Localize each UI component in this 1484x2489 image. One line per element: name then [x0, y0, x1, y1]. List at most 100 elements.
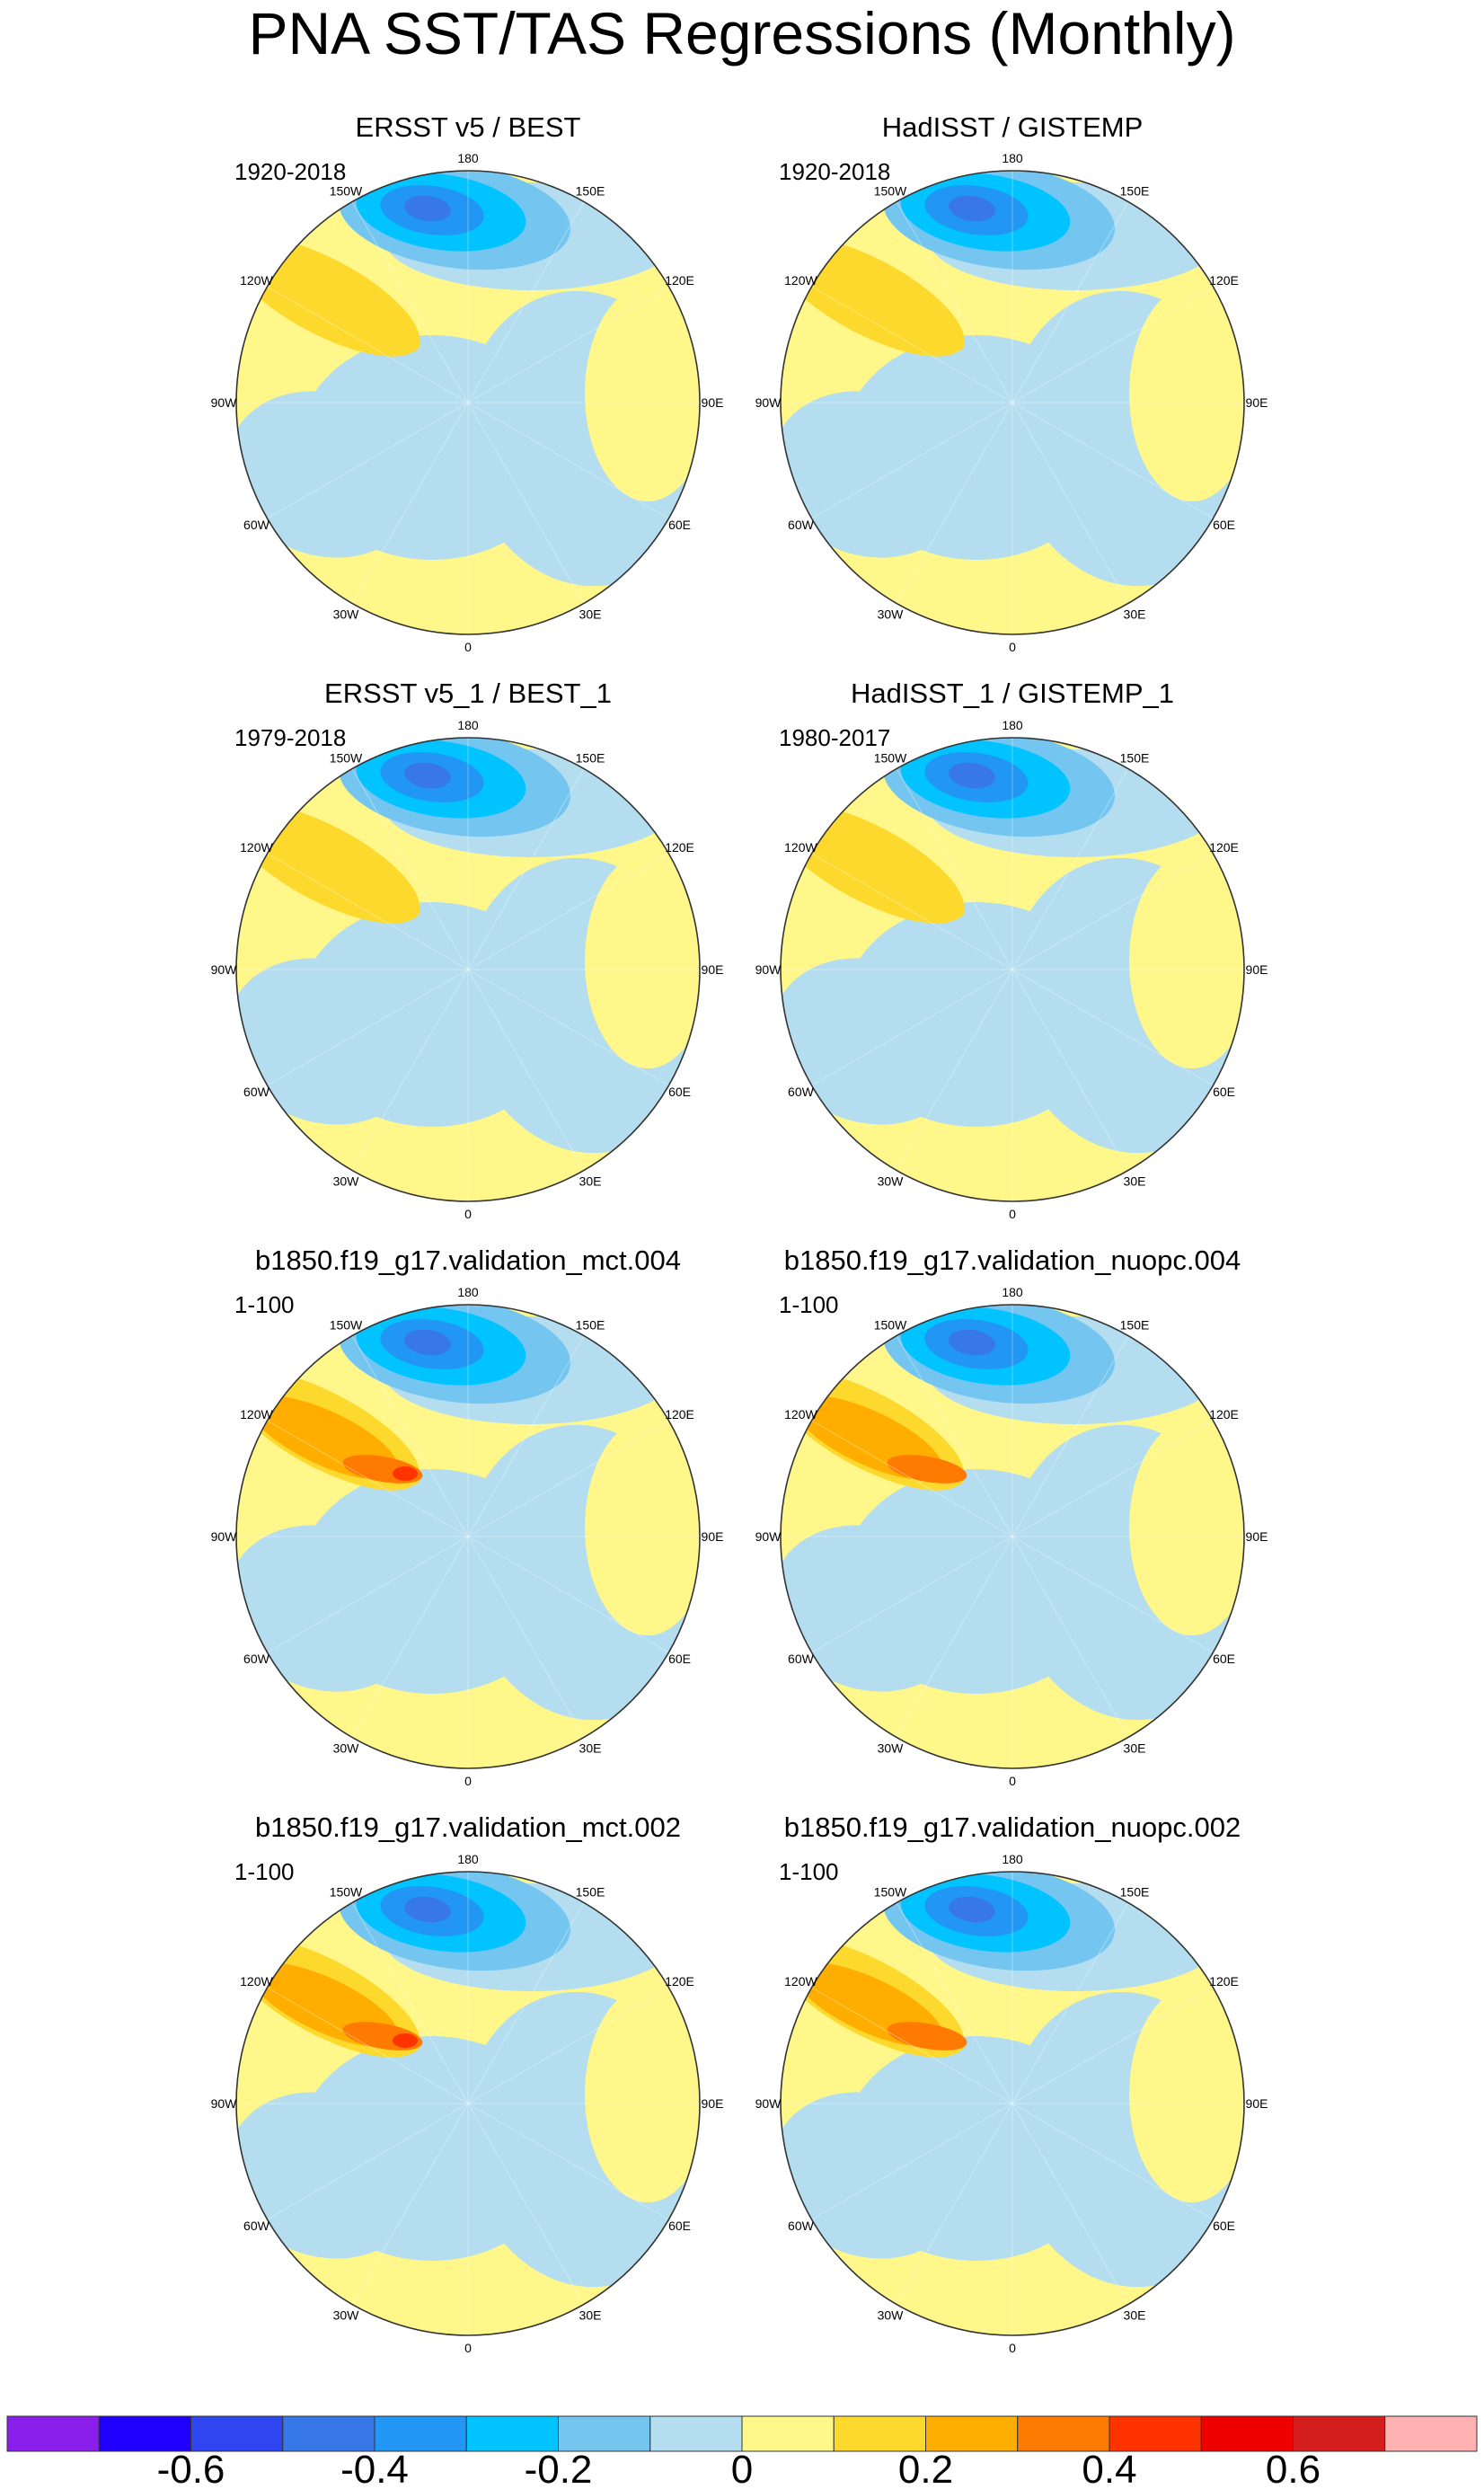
longitude-label: 90E — [702, 1529, 724, 1544]
map-panel: HadISST / GISTEMP 1920-2018 180 150E 120E 90E… — [755, 111, 1268, 654]
longitude-label: 60E — [668, 1652, 691, 1666]
map-boundary — [235, 737, 701, 1202]
colorbar-swatch — [374, 2415, 467, 2452]
colorbar-swatch — [925, 2415, 1019, 2452]
panel-title: b1850.f19_g17.validation_mct.004 — [255, 1244, 681, 1276]
longitude-label: 150E — [1120, 1884, 1150, 1899]
map-boundary — [235, 1304, 701, 1769]
longitude-label: 180 — [1002, 151, 1023, 165]
panel-period: 1-100 — [779, 1858, 839, 1885]
panel-title: ERSST v5 / BEST — [356, 111, 581, 143]
longitude-label: 150W — [874, 750, 907, 765]
contour-field — [781, 1305, 1244, 1768]
colorbar-swatch — [833, 2415, 926, 2452]
longitude-label: 0 — [464, 1774, 472, 1788]
panel-title: ERSST v5_1 / BEST_1 — [324, 678, 612, 709]
longitude-label: 60E — [1213, 2219, 1235, 2233]
graticule — [236, 1872, 700, 2335]
map-boundary — [780, 1304, 1245, 1769]
longitude-label: 90E — [702, 2096, 724, 2111]
longitude-label: 90W — [211, 962, 238, 977]
colorbar-swatch — [1384, 2415, 1478, 2452]
longitude-label: 150E — [1120, 1317, 1150, 1332]
longitude-label: 60E — [1213, 1652, 1235, 1666]
longitude-label: 30W — [333, 1741, 360, 1756]
longitude-label: 120W — [240, 273, 273, 288]
longitude-label: 120W — [784, 1974, 817, 1989]
graticule — [781, 738, 1244, 1201]
longitude-label: 60E — [668, 2219, 691, 2233]
longitude-label: 60W — [243, 1652, 270, 1666]
map-panel: HadISST_1 / GISTEMP_1 1980-2017 180 150E 120… — [755, 678, 1268, 1221]
longitude-labels: 180 150E 120E 90E 60E 30E 0 30W 60W 90W 120W 150W — [211, 1852, 724, 2355]
contour-field — [781, 1872, 1244, 2335]
contour-field — [236, 738, 700, 1201]
panel-title: HadISST_1 / GISTEMP_1 — [851, 678, 1174, 709]
panel-period: 1980-2017 — [779, 724, 890, 751]
longitude-label: 90W — [211, 395, 238, 410]
longitude-label: 0 — [1009, 640, 1016, 654]
colorbar-swatch — [741, 2415, 835, 2452]
contour-field — [781, 171, 1244, 634]
contour-field — [236, 1305, 700, 1768]
longitude-labels: 180 150E 120E 90E 60E 30E 0 30W 60W 90W 120W 150W — [211, 151, 724, 654]
contour-field — [236, 171, 700, 634]
longitude-label: 90E — [1246, 2096, 1268, 2111]
longitude-label: 150W — [874, 1317, 907, 1332]
longitude-label: 30E — [1124, 2308, 1146, 2323]
colorbar-swatch — [1293, 2415, 1386, 2452]
longitude-label: 30W — [333, 2308, 360, 2323]
colorbar-swatch — [1200, 2415, 1294, 2452]
longitude-label: 90W — [755, 962, 782, 977]
longitude-label: 90E — [1246, 395, 1268, 410]
map-boundary — [235, 1871, 701, 2336]
map-boundary — [780, 1871, 1245, 2336]
longitude-label: 120W — [784, 1407, 817, 1422]
longitude-label: 90W — [211, 2096, 238, 2111]
longitude-label: 60W — [243, 518, 270, 532]
longitude-labels: 180 150E 120E 90E 60E 30E 0 30W 60W 90W 120W 150W — [211, 1285, 724, 1788]
longitude-label: 150E — [1120, 183, 1150, 198]
map-boundary — [780, 737, 1245, 1202]
map-boundary — [780, 170, 1245, 635]
colorbar-swatch — [1109, 2415, 1202, 2452]
panel-title: b1850.f19_g17.validation_nuopc.002 — [784, 1811, 1241, 1843]
colorbar-tick-label: 0.6 — [1266, 2448, 1321, 2489]
colorbar-swatch — [649, 2415, 743, 2452]
longitude-label: 150W — [874, 1884, 907, 1899]
graticule — [781, 171, 1244, 634]
map-panel: ERSST v5_1 / BEST_1 1979-2018 180 150E 120E 9… — [211, 678, 724, 1221]
colorbar-tick-label: 0.4 — [1082, 2448, 1136, 2489]
graticule — [236, 1305, 700, 1768]
colorbar-tick-label: 0 — [731, 2448, 753, 2489]
longitude-label: 30E — [579, 1174, 602, 1189]
longitude-label: 180 — [457, 1852, 479, 1866]
colorbar-tick-label: -0.2 — [525, 2448, 593, 2489]
panel-period: 1979-2018 — [234, 724, 346, 751]
longitude-label: 30E — [1124, 1174, 1146, 1189]
longitude-label: 60E — [668, 1085, 691, 1099]
longitude-label: 180 — [457, 1285, 479, 1299]
panel-period: 1920-2018 — [234, 158, 346, 185]
longitude-label: 120E — [1209, 1407, 1239, 1422]
colorbar-swatch — [98, 2415, 191, 2452]
longitude-label: 120W — [240, 1974, 273, 1989]
longitude-labels: 180 150E 120E 90E 60E 30E 0 30W 60W 90W 120W 150W — [755, 1285, 1268, 1788]
longitude-label: 60E — [668, 518, 691, 532]
longitude-label: 60W — [788, 518, 815, 532]
longitude-label: 0 — [1009, 1207, 1016, 1221]
longitude-labels: 180 150E 120E 90E 60E 30E 0 30W 60W 90W 120W 150W — [211, 718, 724, 1221]
longitude-label: 30W — [878, 2308, 905, 2323]
longitude-label: 120E — [1209, 1974, 1239, 1989]
longitude-label: 0 — [1009, 2341, 1016, 2355]
longitude-label: 120E — [1209, 840, 1239, 855]
longitude-label: 90W — [755, 1529, 782, 1544]
panel-title: HadISST / GISTEMP — [882, 111, 1144, 143]
longitude-label: 30E — [579, 1741, 602, 1756]
longitude-label: 150W — [330, 1317, 363, 1332]
longitude-label: 180 — [457, 718, 479, 732]
longitude-label: 120W — [240, 840, 273, 855]
longitude-label: 150W — [874, 183, 907, 198]
